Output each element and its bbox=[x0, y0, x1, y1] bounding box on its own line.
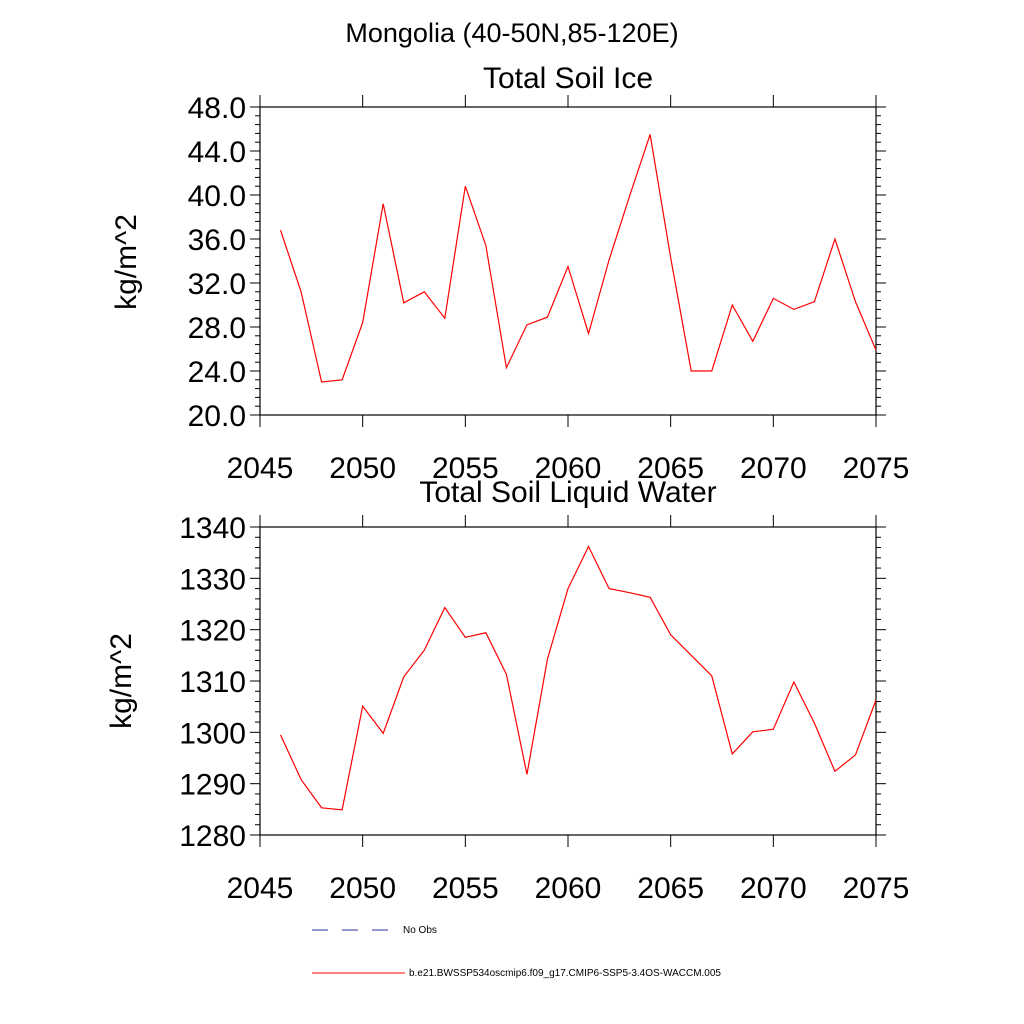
x-tick-label: 2050 bbox=[329, 452, 396, 485]
y-axis-label-soil-ice: kg/m^2 bbox=[110, 214, 143, 310]
x-tick-label: 2050 bbox=[329, 872, 396, 905]
y-tick-label: 1310 bbox=[179, 666, 246, 699]
x-tick-label: 2065 bbox=[637, 872, 704, 905]
tick-group-soil-liquid-water bbox=[250, 515, 886, 847]
x-tick-labels-soil-ice: 2045 2050 2055 2060 2065 2070 2075 bbox=[227, 452, 910, 485]
x-tick-label: 2055 bbox=[432, 872, 499, 905]
x-tick-labels-soil-liquid-water: 2045 2050 2055 2060 2065 2070 2075 bbox=[227, 872, 910, 905]
panel-title-soil-liquid-water: Total Soil Liquid Water bbox=[419, 476, 716, 509]
y-tick-label: 36.0 bbox=[188, 224, 246, 257]
panel-soil-ice: Total Soil Ice kg/m^2 20.0 24.0 28.0 32.0 36… bbox=[110, 62, 909, 485]
x-tick-label: 2045 bbox=[227, 872, 294, 905]
legend-model-label: b.e21.BWSSP534oscmip6.f09_g17.CMIP6-SSP5… bbox=[409, 968, 721, 979]
y-tick-label: 1280 bbox=[179, 820, 246, 853]
x-tick-label: 2055 bbox=[432, 452, 499, 485]
y-tick-label: 1300 bbox=[179, 717, 246, 750]
y-tick-label: 1340 bbox=[179, 512, 246, 545]
series-line-soil-ice bbox=[279, 134, 877, 383]
legend-obs-label: No Obs bbox=[403, 925, 437, 936]
plot-frame-soil-ice bbox=[259, 106, 877, 416]
y-tick-label: 32.0 bbox=[188, 268, 246, 301]
figure-title: Mongolia (40-50N,85-120E) bbox=[345, 18, 678, 48]
plot-frame-soil-liquid-water bbox=[259, 526, 877, 836]
panel-soil-liquid-water: Total Soil Liquid Water kg/m^2 128012901… bbox=[105, 476, 909, 905]
y-tick-label: 28.0 bbox=[188, 312, 246, 345]
x-tick-label: 2045 bbox=[227, 452, 294, 485]
y-axis-label-soil-liquid-water: kg/m^2 bbox=[105, 633, 138, 729]
x-tick-label: 2060 bbox=[535, 872, 602, 905]
series-line-soil-liquid-water bbox=[279, 545, 877, 811]
legend: No Obs b.e21.BWSSP534oscmip6.f09_g17.CMI… bbox=[312, 925, 721, 979]
y-tick-labels-soil-ice: 20.0 24.0 28.0 32.0 36.0 40.0 44.0 48.0 bbox=[188, 92, 246, 433]
x-tick-label: 2065 bbox=[637, 452, 704, 485]
x-tick-label: 2070 bbox=[740, 452, 807, 485]
tick-group-soil-ice bbox=[250, 95, 886, 427]
y-tick-label: 44.0 bbox=[188, 136, 246, 169]
y-tick-label: 40.0 bbox=[188, 180, 246, 213]
y-tick-label: 24.0 bbox=[188, 356, 246, 389]
y-tick-label: 20.0 bbox=[188, 400, 246, 433]
y-tick-label: 1320 bbox=[179, 615, 246, 648]
y-tick-labels-soil-liquid-water: 1280 1290 1300 1310 1320 1330 1340 bbox=[179, 512, 246, 853]
x-tick-label: 2070 bbox=[740, 872, 807, 905]
x-tick-label: 2060 bbox=[535, 452, 602, 485]
y-tick-label: 48.0 bbox=[188, 92, 246, 125]
x-tick-label: 2075 bbox=[843, 872, 910, 905]
panel-title-soil-ice: Total Soil Ice bbox=[483, 62, 653, 95]
x-tick-label: 2075 bbox=[843, 452, 910, 485]
y-tick-label: 1330 bbox=[179, 563, 246, 596]
y-tick-label: 1290 bbox=[179, 769, 246, 802]
